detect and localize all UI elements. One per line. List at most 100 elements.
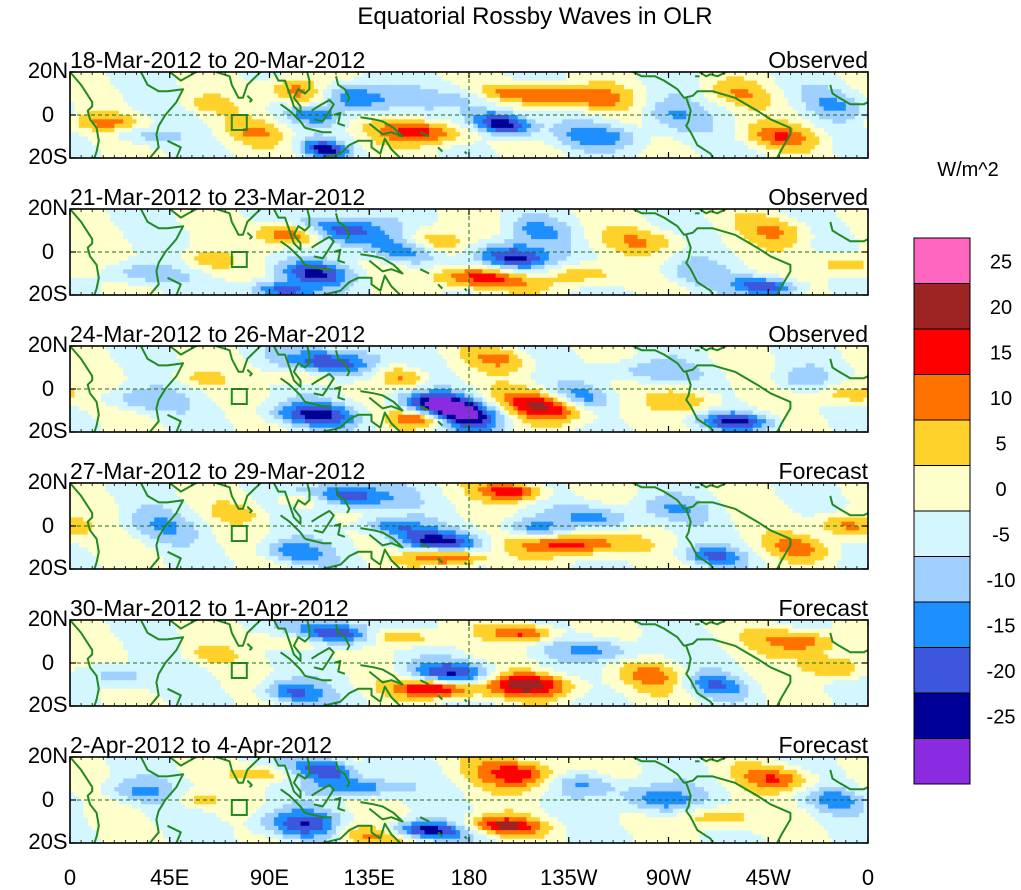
olr-cell [278,282,284,287]
olr-cell [70,80,76,86]
olr-cell [114,221,120,227]
olr-cell [406,110,412,116]
olr-cell [149,273,155,279]
olr-cell [318,140,324,146]
olr-cell [358,93,364,99]
olr-cell [717,84,723,90]
olr-cell [491,123,497,129]
olr-cell [87,230,93,236]
olr-cell [207,269,213,275]
olr-cell [291,256,297,262]
olr-cell [752,132,758,138]
olr-cell [101,136,107,142]
olr-cell [783,106,789,112]
olr-cell [158,282,164,287]
olr-cell [229,230,235,236]
olr-cell [584,84,590,90]
olr-cell [823,153,829,158]
olr-cell [229,269,235,275]
olr-cell [171,247,177,253]
olr-cell [256,269,262,275]
olr-cell [74,72,80,77]
olr-cell [819,110,825,116]
olr-cell [273,239,279,244]
olr-cell [269,115,275,120]
olr-cell [522,140,528,146]
olr-cell [296,127,302,133]
olr-cell [145,110,151,116]
olr-cell [189,127,195,133]
olr-cell [92,269,98,275]
olr-cell [424,106,430,112]
olr-cell [278,140,284,146]
olr-cell [300,119,306,125]
olr-cell [486,136,492,142]
olr-cell [96,115,102,120]
olr-cell [375,72,381,77]
olr-cell [247,127,253,133]
olr-cell [327,84,333,90]
olr-cell [593,119,599,125]
olr-cell [491,119,497,125]
olr-cell [362,123,368,129]
olr-cell [735,76,741,82]
olr-cell [260,72,266,77]
coastline [273,72,311,114]
olr-cell [70,277,76,283]
olr-cell [225,106,231,112]
olr-cell [238,217,244,223]
olr-cell [770,149,776,155]
olr-cell [473,132,479,138]
olr-cell [739,153,745,158]
olr-cell [859,145,865,150]
olr-cell [87,72,93,77]
olr-cell [486,110,492,116]
olr-cell [287,286,293,292]
olr-cell [207,106,213,112]
olr-cell [83,136,89,142]
olr-cell [708,127,714,133]
olr-cell [433,145,439,150]
olr-cell [712,140,718,146]
olr-cell [242,243,248,249]
olr-cell [171,286,177,292]
olr-cell [167,256,173,262]
olr-cell [167,149,173,155]
olr-cell [575,106,581,112]
olr-cell [735,127,741,133]
olr-cell [234,102,240,107]
olr-cell [766,149,772,155]
olr-cell [220,145,226,150]
olr-cell [482,145,488,150]
olr-cell [313,153,319,158]
olr-cell [597,80,603,86]
olr-cell [437,110,443,116]
olr-cell [331,119,337,125]
olr-cell [158,149,164,155]
olr-cell [83,153,89,158]
olr-cell [145,119,151,125]
olr-cell [686,89,692,95]
olr-cell [473,97,479,103]
olr-cell [185,145,191,150]
olr-cell [455,145,461,150]
olr-cell [140,239,146,244]
olr-cell [154,97,160,103]
olr-cell [300,243,306,249]
olr-cell [238,226,244,232]
olr-cell [216,149,222,155]
olr-cell [114,256,120,262]
olr-cell [287,252,293,257]
olr-cell [748,102,754,107]
olr-cell [194,145,200,150]
olr-cell [579,89,585,95]
olr-cell [251,140,257,146]
olr-cell [216,247,222,253]
olr-cell [87,209,93,214]
olr-cell [176,115,182,120]
olr-cell [517,84,523,90]
olr-cell [424,140,430,146]
olr-cell [553,136,559,142]
olr-cell [655,132,661,138]
olr-cell [163,84,169,90]
